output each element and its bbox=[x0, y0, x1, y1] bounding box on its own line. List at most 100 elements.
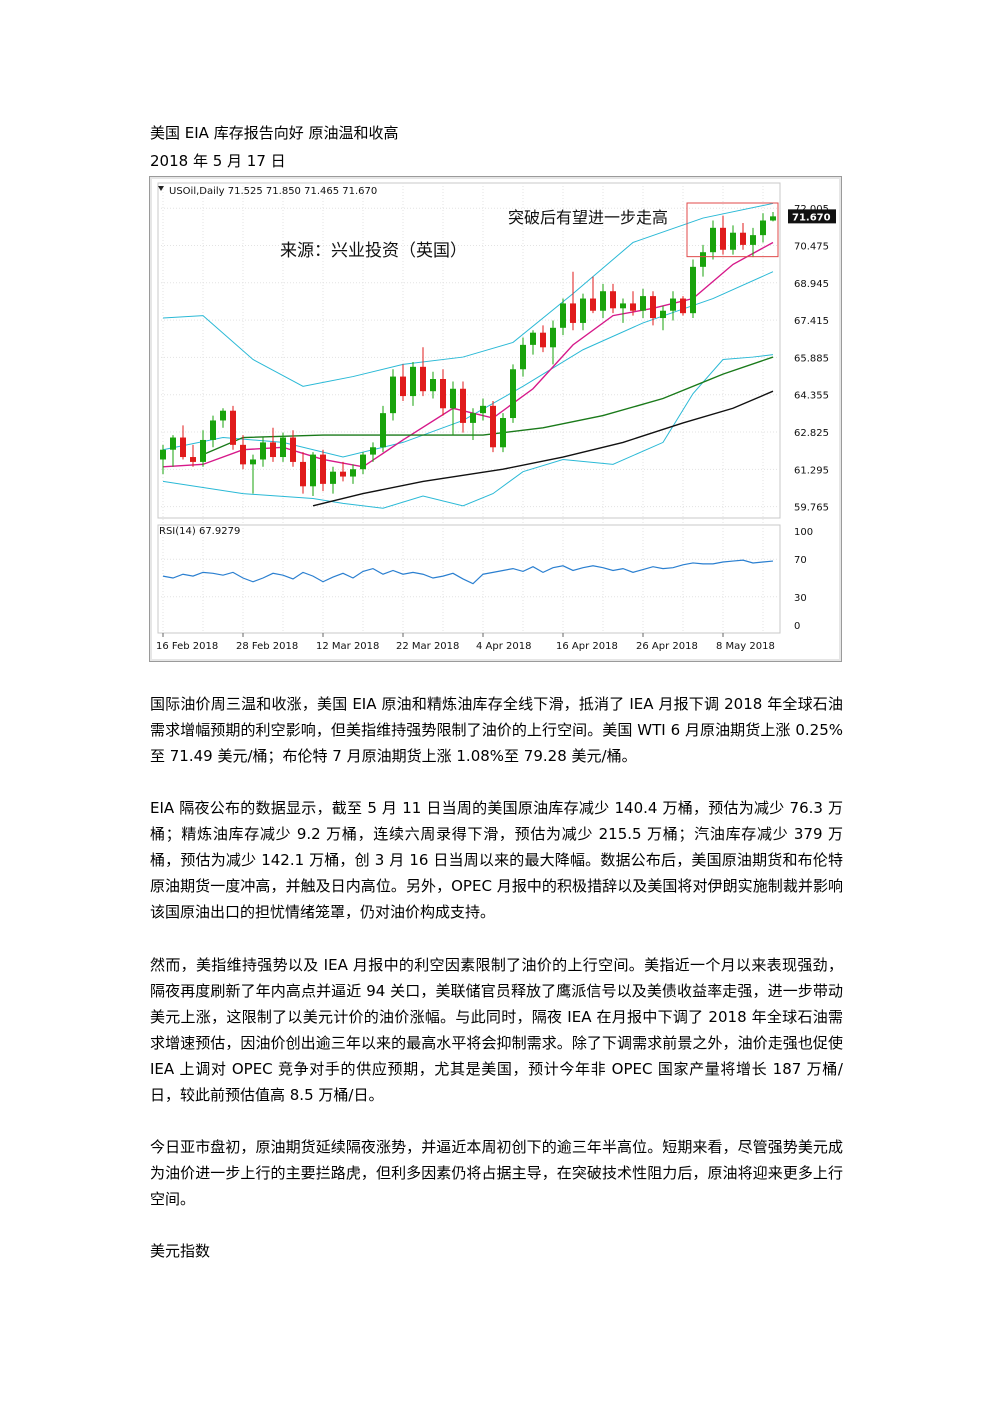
candle-body bbox=[660, 310, 666, 319]
candle-body bbox=[220, 410, 226, 421]
ma-slow-line bbox=[312, 390, 774, 507]
ma-fast-line bbox=[162, 241, 774, 468]
x-axis-date-label: 22 Mar 2018 bbox=[396, 641, 459, 652]
price-tick-label: 67.415 bbox=[794, 316, 829, 327]
breakout-annotation: 突破后有望进一步走高 bbox=[508, 208, 668, 227]
price-tick-label: 62.825 bbox=[794, 428, 829, 439]
candle-body bbox=[230, 410, 236, 445]
candle-body bbox=[270, 442, 276, 458]
candle-body bbox=[670, 298, 676, 311]
rsi-pane-frame bbox=[157, 524, 781, 634]
candle-body bbox=[410, 366, 416, 397]
candle-body bbox=[330, 471, 336, 484]
x-axis-date-label: 8 May 2018 bbox=[716, 641, 775, 652]
rsi-tick-label: 70 bbox=[794, 555, 807, 566]
candle-body bbox=[320, 454, 326, 484]
candle-body bbox=[580, 298, 586, 323]
rsi-tick-label: 30 bbox=[794, 593, 807, 604]
price-tick-label: 59.765 bbox=[794, 503, 829, 514]
candle-body bbox=[700, 252, 706, 267]
candle-body bbox=[310, 454, 316, 487]
candle-body bbox=[160, 449, 166, 460]
candle-body bbox=[740, 232, 746, 245]
candle-body bbox=[630, 303, 636, 311]
candle-body bbox=[600, 291, 606, 311]
candle-body bbox=[400, 376, 406, 397]
paragraph-3: 然而，美指维持强势以及 IEA 月报中的利空因素限制了油价的上行空间。美指近一个… bbox=[150, 956, 843, 1104]
price-tick-label: 65.885 bbox=[794, 353, 829, 364]
candle-body bbox=[210, 420, 216, 440]
rsi-layer bbox=[162, 559, 774, 585]
chart-header: USOil,Daily 71.525 71.850 71.465 71.670 bbox=[158, 186, 377, 197]
candle-body bbox=[180, 437, 186, 458]
last-price-marker bbox=[788, 209, 836, 224]
candle-body bbox=[680, 298, 686, 314]
paragraph-2: EIA 隔夜公布的数据显示，截至 5 月 11 日当周的美国原油库存减少 140… bbox=[150, 799, 843, 921]
article-date: 2018 年 5 月 17 日 bbox=[150, 152, 286, 170]
collapse-arrow-icon bbox=[158, 186, 164, 191]
candle-body bbox=[510, 369, 516, 419]
candle-body bbox=[640, 296, 646, 311]
bollinger-upper-line bbox=[162, 202, 774, 387]
candle-body bbox=[560, 303, 566, 328]
rsi-tick-label: 0 bbox=[794, 621, 800, 632]
candle-body bbox=[420, 366, 426, 392]
chart-symbol-header: USOil,Daily 71.525 71.850 71.465 71.670 bbox=[169, 186, 377, 197]
x-axis-date-label: 26 Apr 2018 bbox=[636, 641, 698, 652]
candle-body bbox=[550, 327, 556, 348]
candle-body bbox=[650, 296, 656, 319]
axis-layer: 72.00570.47568.94567.41565.88564.35562.8… bbox=[156, 204, 836, 652]
candle-body bbox=[440, 379, 446, 409]
candle-body bbox=[730, 232, 736, 250]
x-axis-date-label: 16 Apr 2018 bbox=[556, 641, 618, 652]
price-chart: 72.00570.47568.94567.41565.88564.35562.8… bbox=[149, 176, 842, 662]
candle-body bbox=[720, 227, 726, 250]
candle-body bbox=[770, 216, 776, 221]
rsi-line bbox=[162, 559, 774, 585]
candle-body bbox=[750, 235, 756, 245]
candle-body bbox=[530, 332, 536, 345]
candle-body bbox=[610, 291, 616, 309]
candle-body bbox=[480, 405, 486, 414]
x-axis-date-label: 4 Apr 2018 bbox=[476, 641, 531, 652]
candle-body bbox=[620, 303, 626, 309]
section-heading-usd-index: 美元指数 bbox=[150, 1242, 211, 1260]
candle-body bbox=[690, 266, 696, 314]
paragraph-4: 今日亚市盘初，原油期货延续隔夜涨势，并逼近本周初创下的逾三年半高位。短期来看，尽… bbox=[150, 1138, 843, 1208]
candle-body bbox=[540, 332, 546, 348]
candle-body bbox=[520, 344, 526, 370]
candle-body bbox=[460, 388, 466, 423]
breakout-highlight-box bbox=[686, 202, 779, 258]
rsi-label: RSI(14) 67.9279 bbox=[159, 526, 240, 537]
candle-body bbox=[710, 227, 716, 253]
candle-body bbox=[170, 437, 176, 450]
candle-body bbox=[200, 439, 206, 462]
candlestick-chart-svg: 72.00570.47568.94567.41565.88564.35562.8… bbox=[156, 182, 836, 652]
candle-body bbox=[250, 459, 256, 465]
x-axis-date-label: 28 Feb 2018 bbox=[236, 641, 298, 652]
candle-body bbox=[240, 444, 246, 465]
candle-body bbox=[470, 413, 476, 423]
candle-body bbox=[260, 442, 266, 460]
candle-body bbox=[450, 388, 456, 409]
candle-layer bbox=[160, 202, 779, 497]
candle-body bbox=[370, 447, 376, 455]
candle-body bbox=[360, 454, 366, 470]
price-tick-label: 64.355 bbox=[794, 391, 829, 402]
candle-body bbox=[590, 298, 596, 311]
price-tick-label: 70.475 bbox=[794, 242, 829, 253]
candle-body bbox=[760, 220, 766, 236]
price-tick-label: 61.295 bbox=[794, 465, 829, 476]
candle-body bbox=[390, 376, 396, 414]
candle-body bbox=[190, 457, 196, 462]
candle-body bbox=[490, 405, 496, 448]
candle-body bbox=[570, 303, 576, 323]
candle-body bbox=[340, 471, 346, 477]
price-pane-frame bbox=[157, 182, 781, 519]
candle-body bbox=[380, 413, 386, 448]
last-price-label: 71.670 bbox=[792, 212, 831, 223]
candle-body bbox=[500, 418, 506, 448]
x-axis-date-label: 12 Mar 2018 bbox=[316, 641, 379, 652]
paragraph-1: 国际油价周三温和收涨，美国 EIA 原油和精炼油库存全线下滑，抵消了 IEA 月… bbox=[150, 695, 843, 765]
source-annotation: 来源：兴业投资（英国） bbox=[280, 241, 467, 261]
